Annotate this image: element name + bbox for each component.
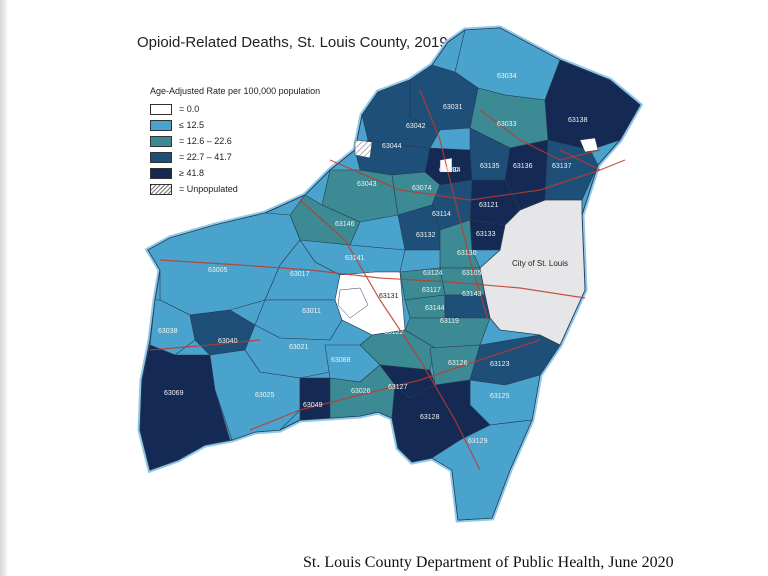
zip-label-63119: 63119 <box>440 318 459 325</box>
region-63025 <box>209 349 301 441</box>
legend-item: ≤ 12.5 <box>150 117 320 133</box>
zip-label-63034: 63034 <box>497 73 517 80</box>
zip-label-63105: 63105 <box>462 270 482 277</box>
zip-label-63049: 63049 <box>303 402 323 409</box>
zip-label-63033: 63033 <box>497 121 517 128</box>
legend-label: = Unpopulated <box>179 184 238 194</box>
zip-label-63134: 63134 <box>441 167 461 174</box>
legend-swatch <box>150 119 172 131</box>
legend-swatch <box>150 103 172 115</box>
zip-label-63069: 63069 <box>164 390 184 397</box>
city-of-st-louis <box>479 199 586 346</box>
highways <box>149 89 626 471</box>
region-63129 <box>431 419 533 521</box>
zip-label-63130: 63130 <box>457 250 477 257</box>
region-63049 <box>299 377 331 421</box>
zip-label-63133: 63133 <box>476 231 496 238</box>
zip-label-63117: 63117 <box>422 287 441 294</box>
region-63137 <box>544 139 599 201</box>
legend-item: = 12.6 – 22.6 <box>150 133 320 149</box>
region-63069 <box>139 344 231 471</box>
zip-label-63038: 63038 <box>158 328 178 335</box>
zip-label-63123: 63123 <box>490 361 510 368</box>
zip-label-63040: 63040 <box>218 338 238 345</box>
map-legend: Age-Adjusted Rate per 100,000 population… <box>150 86 320 197</box>
zip-label-63136: 63136 <box>513 163 533 170</box>
zip-label-63143: 63143 <box>462 291 482 298</box>
legend-label: ≥ 41.8 <box>179 168 204 178</box>
zip-label-63044: 63044 <box>382 143 402 150</box>
legend-label: = 22.7 – 41.7 <box>179 152 232 162</box>
zip-label-63088: 63088 <box>331 357 351 364</box>
legend-item: = 22.7 – 41.7 <box>150 149 320 165</box>
zip-label-63025: 63025 <box>255 392 275 399</box>
zip-label-63140: 63140 <box>439 167 459 174</box>
zip-label-63146: 63146 <box>335 221 355 228</box>
zip-label-63144: 63144 <box>425 305 445 312</box>
zip-label-63124: 63124 <box>423 270 443 277</box>
zip-label-63141: 63141 <box>345 255 365 262</box>
zip-label-63114: 63114 <box>432 211 451 218</box>
legend-label: = 12.6 – 22.6 <box>179 136 232 146</box>
zip-label-63074: 63074 <box>412 185 432 192</box>
legend-title: Age-Adjusted Rate per 100,000 population <box>150 86 321 96</box>
unpopulated-airport <box>354 139 373 159</box>
zip-label-63121: 63121 <box>479 202 499 209</box>
zip-label-63122: 63122 <box>384 329 404 336</box>
source-caption: St. Louis County Department of Public He… <box>303 554 674 571</box>
zip-label-63125: 63125 <box>490 393 510 400</box>
legend-swatch <box>150 135 172 147</box>
legend-item: = 0.0 <box>150 101 320 117</box>
zip-label-63128: 63128 <box>420 414 440 421</box>
legend-item: ≥ 41.8 <box>150 165 320 181</box>
region-63143 <box>444 294 491 319</box>
zip-label-63026: 63026 <box>351 388 371 395</box>
map-title: Opioid-Related Deaths, St. Louis County,… <box>137 34 448 51</box>
unpopulated-west <box>337 287 369 319</box>
zip-label-63031: 63031 <box>443 104 463 111</box>
legend-label: = 0.0 <box>179 104 200 114</box>
zip-label-63132: 63132 <box>416 232 436 239</box>
zip-label-63017: 63017 <box>290 271 310 278</box>
zip-label-63127: 63127 <box>388 384 408 391</box>
zip-label-63137: 63137 <box>552 163 572 170</box>
zip-label-63021: 63021 <box>289 344 309 351</box>
zip-label-63005: 63005 <box>208 267 228 274</box>
legend-swatch <box>150 167 172 179</box>
zip-code-labels: 63034 63031 63033 63138 63042 63044 63135 63136… <box>158 73 588 445</box>
window-edge <box>0 0 7 576</box>
region-63138 <box>544 59 641 151</box>
legend-label: ≤ 12.5 <box>179 120 204 130</box>
legend-item: = Unpopulated <box>150 181 320 197</box>
city-of-st-louis-label: City of St. Louis <box>512 259 568 268</box>
legend-swatch <box>150 151 172 163</box>
zip-label-63131: 63131 <box>379 293 399 300</box>
legend-swatch <box>150 183 172 195</box>
zip-label-63129: 63129 <box>468 438 488 445</box>
zip-label-63135: 63135 <box>480 163 500 170</box>
zip-label-63042: 63042 <box>406 123 426 130</box>
zip-label-63126: 63126 <box>448 360 468 367</box>
zip-label-63043: 63043 <box>357 181 377 188</box>
zip-label-63138: 63138 <box>568 117 588 124</box>
zip-label-63011: 63011 <box>302 308 321 315</box>
